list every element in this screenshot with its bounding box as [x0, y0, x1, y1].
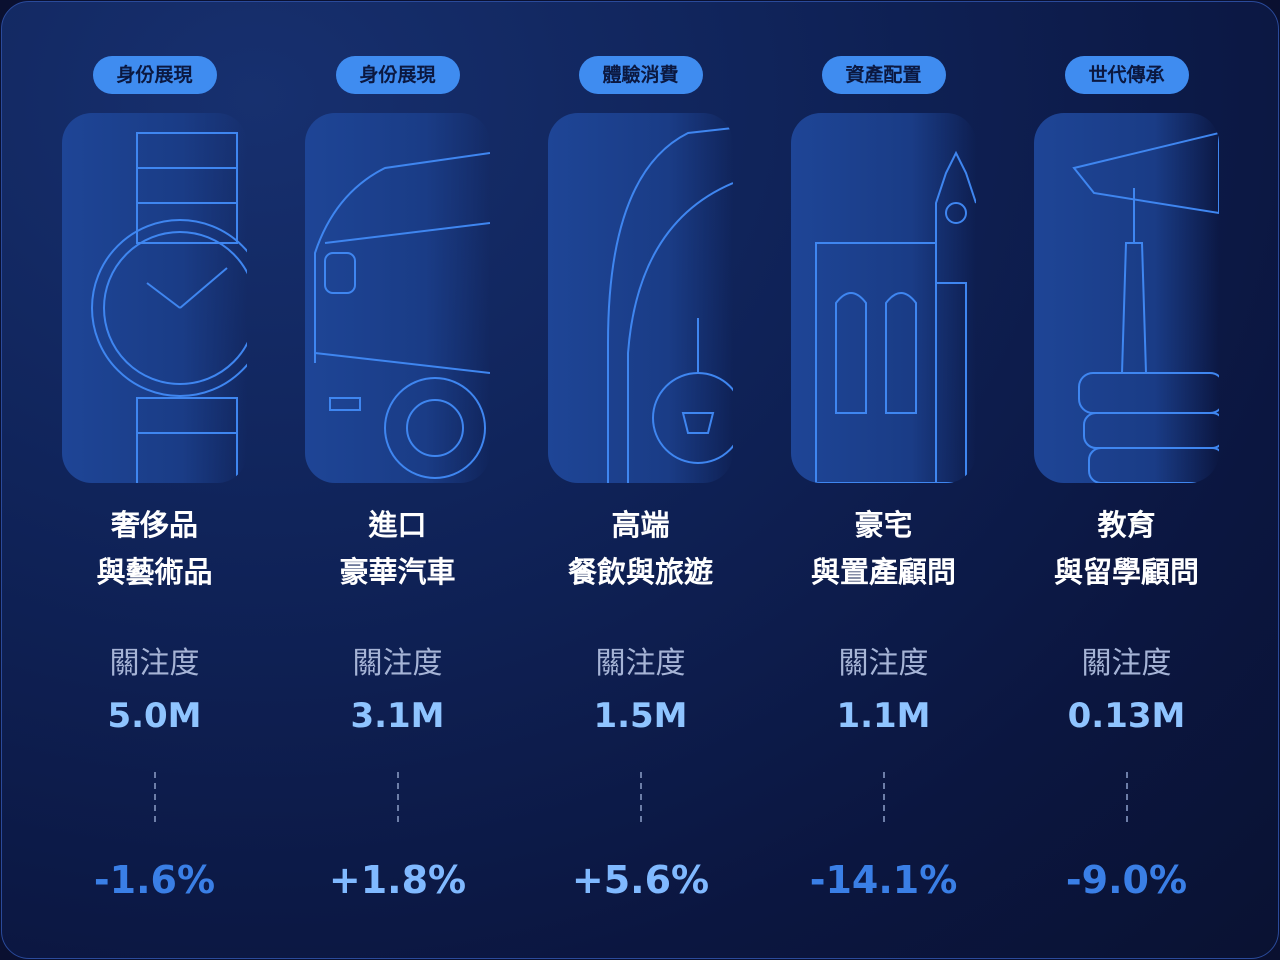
card: 世代傳承 教育與留學顧問關注度 0.13M -9.0%: [1005, 2, 1248, 958]
card-title: 進口 豪華汽車: [276, 502, 519, 596]
category-tag: 身份展現: [335, 56, 460, 94]
change-rate: -14.1%: [809, 858, 958, 902]
illustration: [791, 113, 976, 483]
divider: [397, 772, 399, 822]
title-line: 與置產顧問: [810, 555, 956, 589]
line-art: [91, 132, 247, 483]
illustration: [305, 113, 490, 483]
divider: [883, 772, 885, 822]
illustration: [1034, 113, 1219, 483]
title-line: 與留學顧問: [1053, 555, 1199, 589]
illustration: [548, 113, 733, 483]
title-line: 進口: [368, 508, 427, 542]
illustration: [62, 113, 247, 483]
metric-label: 關注度: [109, 646, 200, 681]
change-rate: +5.6%: [571, 858, 710, 902]
title-line: 豪宅: [854, 508, 913, 542]
title-line: 高端: [611, 508, 670, 542]
category-tag: 資產配置: [821, 56, 946, 94]
title-line: 與藝術品: [96, 555, 213, 589]
card: 體驗消費 高端餐飲與旅遊關注度 1.5M +5.6%: [519, 2, 762, 958]
divider: [154, 772, 156, 822]
metric-label: 關注度: [1081, 646, 1172, 681]
change-rate: +1.8%: [328, 858, 467, 902]
metric-label: 關注度: [838, 646, 929, 681]
card: 資產配置 豪宅與置產顧問關注度 1.1M -14.1%: [762, 2, 1005, 958]
metric-value: 3.1M: [350, 696, 445, 736]
metric-value: 5.0M: [107, 696, 202, 736]
divider: [1126, 772, 1128, 822]
line-art: [314, 152, 490, 479]
metric-label: 關注度: [352, 646, 443, 681]
card-title: 奢侈品 與藝術品: [33, 502, 276, 596]
card-title: 教育 與留學顧問: [1005, 502, 1248, 596]
metric-label: 關注度: [595, 646, 686, 681]
title-line: 豪華汽車: [339, 555, 456, 589]
title-line: 教育: [1097, 508, 1156, 542]
category-tag: 身份展現: [92, 56, 217, 94]
category-tag: 世代傳承: [1064, 56, 1189, 94]
card-title: 豪宅 與置產顧問: [762, 502, 1005, 596]
line-art: [607, 127, 733, 483]
metric-value: 1.1M: [836, 696, 931, 736]
divider: [640, 772, 642, 822]
card-title: 高端 餐飲與旅遊: [519, 502, 762, 596]
metric-value: 1.5M: [593, 696, 688, 736]
title-line: 奢侈品: [110, 508, 198, 542]
title-line: 餐飲與旅遊: [567, 555, 713, 589]
line-art: [1072, 131, 1219, 483]
metric-value: 0.13M: [1067, 696, 1186, 736]
card: 身份展現 進口豪華汽車關注度 3.1M +1.8%: [276, 2, 519, 958]
line-art: [815, 150, 976, 483]
change-rate: -1.6%: [93, 858, 216, 902]
card: 身份展現 奢侈品與藝術品關注度 5.0M -1.6%: [33, 2, 276, 958]
change-rate: -9.0%: [1065, 858, 1188, 902]
category-tag: 體驗消費: [578, 56, 703, 94]
